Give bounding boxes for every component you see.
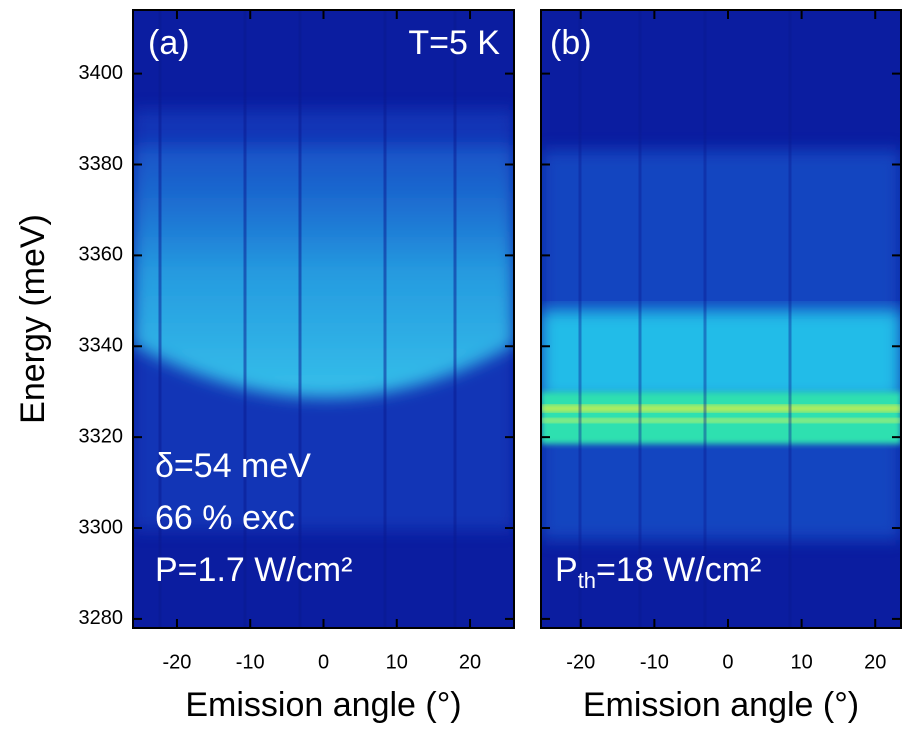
x-tick-label: -20 bbox=[163, 651, 192, 673]
x-tick-label: 20 bbox=[459, 651, 481, 673]
y-tick-label: 3380 bbox=[79, 153, 124, 175]
y-tick-label: 3280 bbox=[79, 607, 124, 629]
y-tick-label: 3340 bbox=[79, 335, 124, 357]
y-tick-label: 3360 bbox=[79, 244, 124, 266]
x-tick-label: -20 bbox=[566, 651, 595, 673]
annotation: P=1.7 W/cm² bbox=[155, 551, 352, 589]
annotation: (b) bbox=[550, 24, 592, 62]
heatmap-b bbox=[541, 10, 901, 628]
x-tick-label: -10 bbox=[640, 651, 669, 673]
annotation: δ=54 meV bbox=[155, 447, 311, 485]
annotation-rest: =18 W/cm² bbox=[596, 551, 761, 589]
y-tick-label: 3400 bbox=[79, 62, 124, 84]
heatmap-a bbox=[133, 10, 514, 628]
y-tick-label: 3320 bbox=[79, 425, 124, 447]
x-tick-label: 20 bbox=[864, 651, 886, 673]
x-axis-label: Emission angle (°) bbox=[583, 686, 859, 724]
x-tick-label: 10 bbox=[386, 651, 408, 673]
annotation: 66 % exc bbox=[155, 499, 295, 537]
plot-frame bbox=[540, 9, 902, 629]
x-tick-label: 10 bbox=[790, 651, 812, 673]
annotation: Pth=18 W/cm² bbox=[555, 551, 761, 593]
x-tick-label: 0 bbox=[318, 651, 329, 673]
annotation: (a) bbox=[148, 24, 190, 62]
y-tick-label: 3300 bbox=[79, 516, 124, 538]
x-tick-label: -10 bbox=[236, 651, 265, 673]
plot-frame bbox=[132, 9, 515, 629]
x-axis-label: Emission angle (°) bbox=[185, 686, 461, 724]
annotation-base: P bbox=[555, 551, 578, 589]
annotation-sub: th bbox=[578, 568, 596, 593]
x-tick-label: 0 bbox=[722, 651, 733, 673]
annotation: T=5 K bbox=[408, 24, 500, 62]
y-axis-label: Energy (meV) bbox=[14, 214, 52, 424]
